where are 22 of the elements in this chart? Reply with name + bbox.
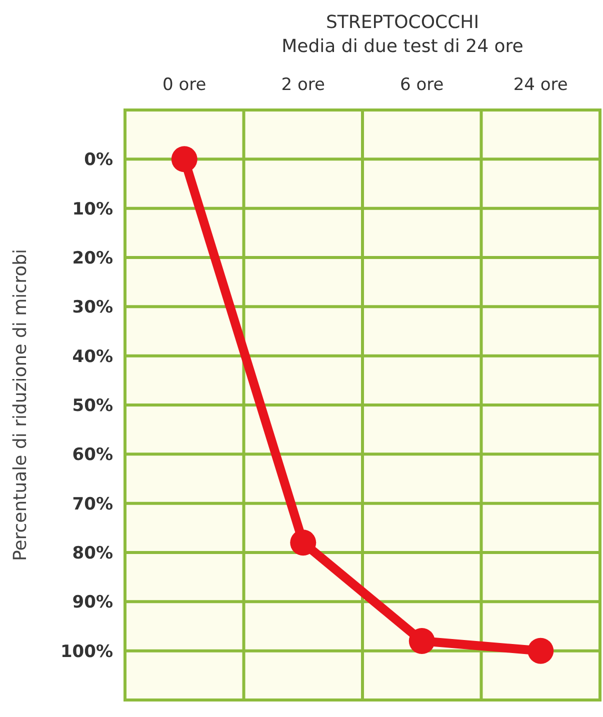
point: [528, 638, 554, 664]
x-tick-label: 2 ore: [281, 75, 325, 95]
point: [290, 530, 316, 556]
chart-title: STREPTOCOCCHI: [326, 12, 480, 33]
x-tick-label: 0 ore: [162, 75, 206, 95]
x-tick-label: 6 ore: [400, 75, 444, 95]
y-tick-label: 100%: [60, 642, 113, 662]
y-tick-label: 10%: [72, 199, 113, 220]
point: [408, 628, 435, 654]
y-tick-label: 20%: [72, 248, 113, 268]
y-tick-label: 90%: [72, 592, 113, 613]
x-tick-label: 24 ore: [513, 75, 568, 95]
y-tick-label: 60%: [72, 445, 113, 466]
y-axis-title: Percentuale di riduzione di microbi: [10, 248, 31, 562]
y-tick-label: 80%: [72, 543, 113, 564]
y-tick-label: 30%: [72, 298, 113, 318]
y-tick-label: 0%: [84, 150, 113, 170]
chart-subtitle: Media di due test di 24 ore: [282, 36, 524, 57]
point: [171, 146, 198, 172]
y-tick-label: 50%: [72, 396, 113, 416]
y-tick-label: 70%: [72, 494, 113, 514]
y-tick-label: 40%: [72, 346, 113, 367]
